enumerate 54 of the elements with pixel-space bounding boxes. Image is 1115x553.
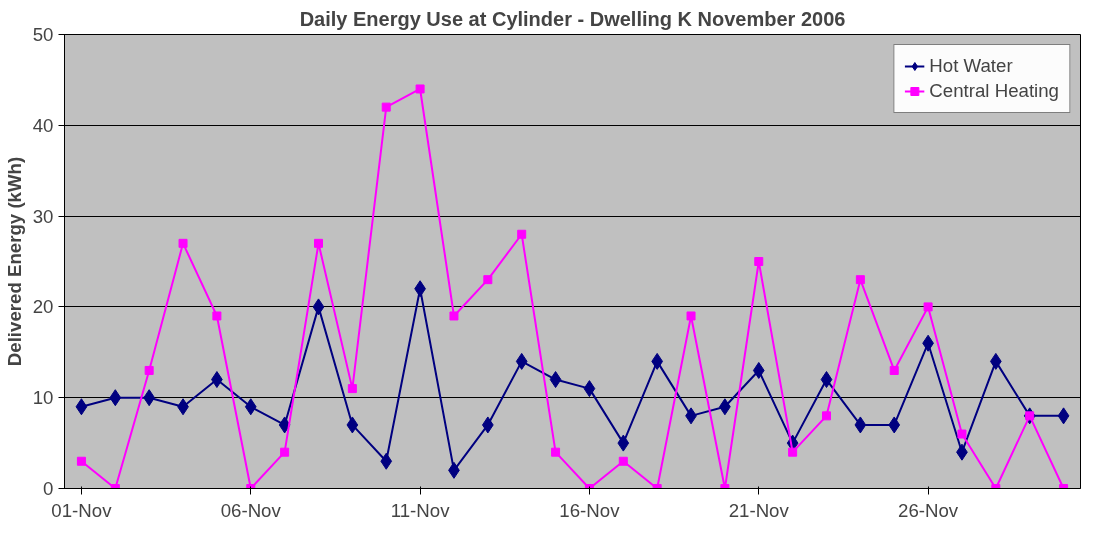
point <box>551 447 561 457</box>
point <box>109 389 122 407</box>
point <box>788 447 798 457</box>
point <box>549 371 562 389</box>
point <box>380 452 393 470</box>
y-axis-title: Delivered Energy (kWh) <box>3 156 25 367</box>
point <box>244 398 257 416</box>
point <box>483 275 493 285</box>
point <box>515 352 528 370</box>
point <box>1057 407 1070 425</box>
point <box>144 365 154 375</box>
legend-label: Hot Water <box>929 55 1013 77</box>
point <box>517 229 527 239</box>
point <box>212 311 222 321</box>
point <box>854 416 867 434</box>
point <box>347 384 357 394</box>
point <box>754 257 764 266</box>
point <box>312 298 325 316</box>
y-tick-label: 50 <box>32 24 54 45</box>
point <box>178 238 188 248</box>
point <box>923 302 933 312</box>
point <box>617 434 630 452</box>
x-tick-label: 01-Nov <box>51 499 113 521</box>
point <box>381 102 391 112</box>
point <box>449 311 459 321</box>
point <box>346 416 359 434</box>
x-tick-label: 16-Nov <box>559 499 621 521</box>
point <box>583 380 596 398</box>
point <box>820 371 833 389</box>
x-tick-label: 06-Nov <box>220 499 282 521</box>
point <box>957 429 967 439</box>
y-tick-label: 10 <box>32 387 54 409</box>
chart-title: Daily Energy Use at Cylinder - Dwelling K November 2006 <box>299 7 846 30</box>
point <box>75 398 88 416</box>
point <box>889 365 899 375</box>
point <box>278 416 291 434</box>
y-tick-label: 0 <box>43 478 54 499</box>
point <box>314 238 323 248</box>
y-tick-label: 40 <box>32 114 54 136</box>
legend-label: Central Heating <box>929 80 1059 102</box>
x-tick-label: 26-Nov <box>898 499 959 521</box>
point <box>76 456 86 466</box>
x-tick-label: 21-Nov <box>728 499 790 521</box>
y-tick-label: 20 <box>32 296 54 318</box>
point <box>752 361 765 379</box>
point <box>686 311 696 321</box>
point <box>415 84 425 94</box>
x-tick-label: 11-Nov <box>390 499 451 521</box>
y-tick-label: 30 <box>32 205 54 227</box>
point <box>280 447 290 457</box>
point <box>888 416 901 434</box>
point <box>822 411 831 421</box>
point <box>855 275 865 285</box>
point <box>618 456 628 466</box>
